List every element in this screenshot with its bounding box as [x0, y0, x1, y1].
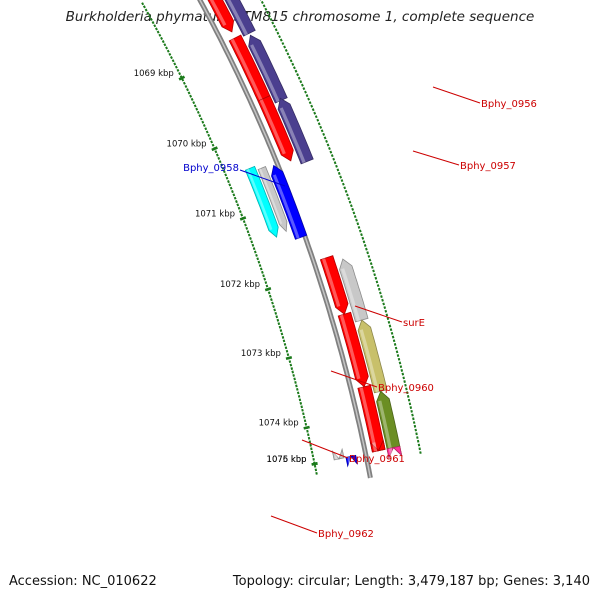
gene-label[interactable]: Bphy_0960	[378, 383, 434, 394]
kbp-tick-label: 1074 kbp	[259, 419, 299, 429]
kbp-major-tick	[178, 75, 186, 81]
gene-leader-line	[330, 370, 378, 388]
gene-arrow-bphy0960	[357, 319, 388, 394]
gene-arrow-red	[319, 255, 349, 315]
genes-layer	[207, 0, 403, 468]
kbp-major-tick	[211, 146, 218, 152]
kbp-tick-label: 1072 kbp	[220, 280, 260, 290]
gene-label[interactable]: Bphy_0962	[318, 529, 374, 540]
gene-label[interactable]: Bphy_0956	[481, 99, 537, 110]
kbp-major-tick	[285, 355, 293, 361]
kbp-major-tick	[264, 287, 272, 292]
gene-arrow-red	[337, 311, 369, 388]
kbp-major-tick	[303, 425, 310, 430]
gene-arrow-navy	[224, 0, 256, 37]
gene-arrow-bphy0958	[244, 165, 279, 238]
kbp-tick-label: 1070 kbp	[167, 140, 207, 150]
gene-arrow-pink	[386, 445, 403, 460]
accession-text: Accession: NC_010622	[9, 574, 157, 589]
gene-arrow-red	[207, 0, 235, 33]
gene-leader-line	[301, 439, 349, 459]
gene-labels-layer: Bphy_0956 Bphy_0957 Bphy_0958 surE Bphy_0960…	[183, 86, 537, 540]
outer-dotted-ruler	[259, 0, 422, 454]
kbp-tick-label: 1075 kbp	[267, 455, 307, 465]
gene-arrow-navy	[277, 97, 314, 165]
gene-arrow-gray	[331, 447, 345, 461]
kbp-ticks-layer: 1069 kbp 1070 kbp 1071 kbp 1072 kbp 1073 kbp…	[134, 0, 422, 475]
gene-arrow-surE	[339, 258, 369, 323]
inner-dotted-ruler	[141, 2, 318, 475]
gene-label[interactable]: Bphy_0957	[460, 161, 516, 172]
gene-label[interactable]: Bphy_0961	[349, 454, 405, 465]
kbp-major-tick	[311, 462, 318, 466]
gene-leader-line	[270, 515, 318, 534]
topology-text: Topology: circular; Length: 3,479,187 bp…	[232, 574, 590, 589]
gene-leader-line	[412, 150, 460, 166]
gene-label[interactable]: Bphy_0958	[183, 163, 239, 174]
gene-arrow-bphy0961	[376, 390, 401, 450]
kbp-tick-label: 1069 kbp	[134, 69, 174, 79]
gene-leader-line	[432, 86, 481, 104]
gene-leader-line	[239, 169, 286, 187]
gene-arrow-navy	[248, 34, 288, 104]
gene-arrow-red	[369, 439, 386, 453]
gene-leader-line	[354, 305, 403, 323]
kbp-tick-label: 1076 kbp	[267, 455, 307, 465]
gene-label[interactable]: surE	[403, 318, 425, 329]
kbp-tick-label: 1073 kbp	[241, 349, 281, 359]
kbp-tick-label: 1071 kbp	[195, 210, 235, 220]
gene-arrow-red	[257, 95, 294, 162]
map-title: Burkholderia phymatum STM815 chromosome …	[65, 9, 535, 25]
kbp-major-tick	[239, 216, 247, 221]
gene-arrow-blue	[345, 454, 358, 468]
